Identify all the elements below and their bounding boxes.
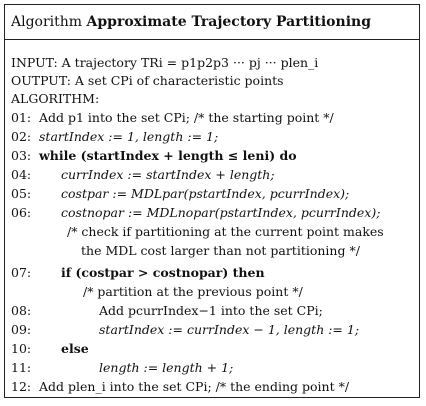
comment-line-1: /* check if partitioning at the current … — [11, 224, 384, 240]
line-text: costpar := MDLpar(pstartIndex, pcurrInde… — [61, 186, 350, 201]
output-line: OUTPUT: A set CPi of characteristic poin… — [11, 73, 284, 89]
code-line-11: 11: length := length + 1; — [11, 360, 233, 376]
line-text: else — [61, 341, 89, 356]
line-text: startIndex := currIndex − 1, length := 1… — [99, 322, 360, 337]
line-text: startIndex := 1, length := 1; — [39, 129, 219, 144]
input-text: INPUT: A trajectory TRi = p1p2p3 ··· pj … — [11, 55, 319, 70]
code-line-04: 04: currIndex := startIndex + length; — [11, 167, 275, 183]
code-line-06: 06: costnopar := MDLnopar(pstartIndex, pc… — [11, 205, 380, 221]
line-text: length := length + 1; — [99, 360, 234, 375]
algorithm-title-bar: Algorithm Approximate Trajectory Partiti… — [5, 5, 419, 40]
line-number: 03: — [11, 148, 32, 163]
line-number: 08: — [11, 303, 32, 318]
line-number: 09: — [11, 322, 32, 337]
line-number: 02: — [11, 129, 32, 144]
output-text: OUTPUT: A set CPi of characteristic poin… — [11, 73, 284, 88]
comment-line-2: the MDL cost larger than not partitionin… — [11, 243, 360, 259]
line-number: 06: — [11, 205, 32, 220]
comment-text: the MDL cost larger than not partitionin… — [81, 243, 360, 258]
line-number: 12: — [11, 379, 32, 394]
code-line-02: 02: startIndex := 1, length := 1; — [11, 129, 218, 145]
algorithm-box: Algorithm Approximate Trajectory Partiti… — [4, 4, 420, 398]
line-number: 04: — [11, 167, 32, 182]
code-line-03: 03: while (startIndex + length ≤ leni) do — [11, 148, 297, 164]
code-line-12: 12: Add plen_i into the set CPi; /* the e… — [11, 379, 349, 395]
algorithm-label-line: ALGORITHM: — [11, 91, 99, 107]
title-name: Approximate Trajectory Partitioning — [86, 14, 371, 30]
line-text: while (startIndex + length ≤ leni) do — [39, 148, 297, 163]
line-number: 10: — [11, 341, 32, 356]
line-number: 05: — [11, 186, 32, 201]
title-prefix: Algorithm — [11, 14, 83, 30]
comment-line-3: /* partition at the previous point */ — [11, 284, 303, 300]
code-line-01: 01: Add p1 into the set CPi; /* the start… — [11, 110, 334, 126]
line-text: Add pcurrIndex−1 into the set CPi; — [99, 303, 323, 318]
code-line-08: 08: Add pcurrIndex−1 into the set CPi; — [11, 303, 323, 319]
algorithm-label: ALGORITHM: — [11, 91, 100, 106]
line-text: currIndex := startIndex + length; — [61, 167, 275, 182]
comment-text: /* check if partitioning at the current … — [67, 224, 384, 239]
comment-text: /* partition at the previous point */ — [83, 284, 303, 299]
line-text: Add plen_i into the set CPi; /* the endi… — [39, 379, 350, 394]
code-line-10: 10: else — [11, 341, 89, 357]
line-number: 07: — [11, 265, 32, 280]
line-text: costnopar := MDLnopar(pstartIndex, pcurr… — [61, 205, 381, 220]
line-text: Add p1 into the set CPi; /* the starting… — [39, 110, 334, 125]
line-text: if (costpar > costnopar) then — [61, 265, 265, 280]
algorithm-title: Algorithm Approximate Trajectory Partiti… — [11, 14, 371, 30]
code-line-05: 05: costpar := MDLpar(pstartIndex, pcurrI… — [11, 186, 349, 202]
input-line: INPUT: A trajectory TRi = p1p2p3 ··· pj … — [11, 55, 318, 71]
line-number: 01: — [11, 110, 32, 125]
code-line-09: 09: startIndex := currIndex − 1, length :… — [11, 322, 359, 338]
code-line-07: 07: if (costpar > costnopar) then — [11, 265, 265, 281]
line-number: 11: — [11, 360, 32, 375]
